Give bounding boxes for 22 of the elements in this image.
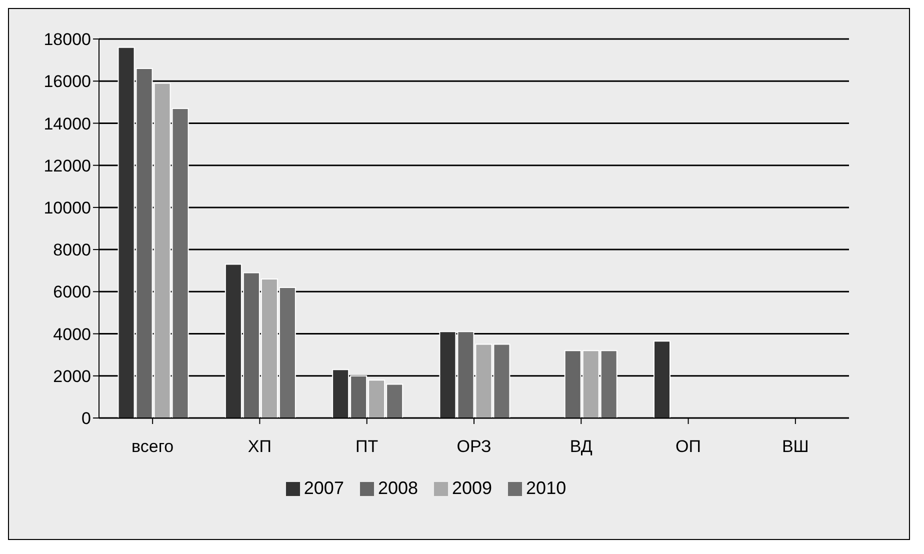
y-tick-label: 4000 [53,324,91,344]
x-tick-label: ВШ [782,437,809,456]
x-tick-label: ХП [248,437,272,456]
x-tick-label: ВД [570,437,593,456]
y-tick-label: 6000 [53,282,91,302]
y-tick-label: 0 [82,409,91,428]
y-tick-label: 8000 [53,240,91,260]
y-tick-label: 18000 [44,30,91,50]
y-tick-label: 12000 [44,156,91,176]
y-tick-label: 16000 [44,72,91,92]
legend-label: 2007 [304,478,344,498]
legend-label: 2008 [378,478,418,498]
x-tick-label: ОП [676,437,702,456]
y-tick-label: 14000 [44,114,91,134]
x-tick-label: ПТ [356,437,378,456]
x-tick-label: всего [132,437,174,456]
legend-label: 2010 [526,478,566,498]
bar [654,340,670,418]
y-tick-label: 2000 [53,366,91,386]
legend-label: 2009 [452,478,492,498]
x-tick-label: ОРЗ [456,437,492,456]
y-tick-label: 10000 [44,198,91,218]
